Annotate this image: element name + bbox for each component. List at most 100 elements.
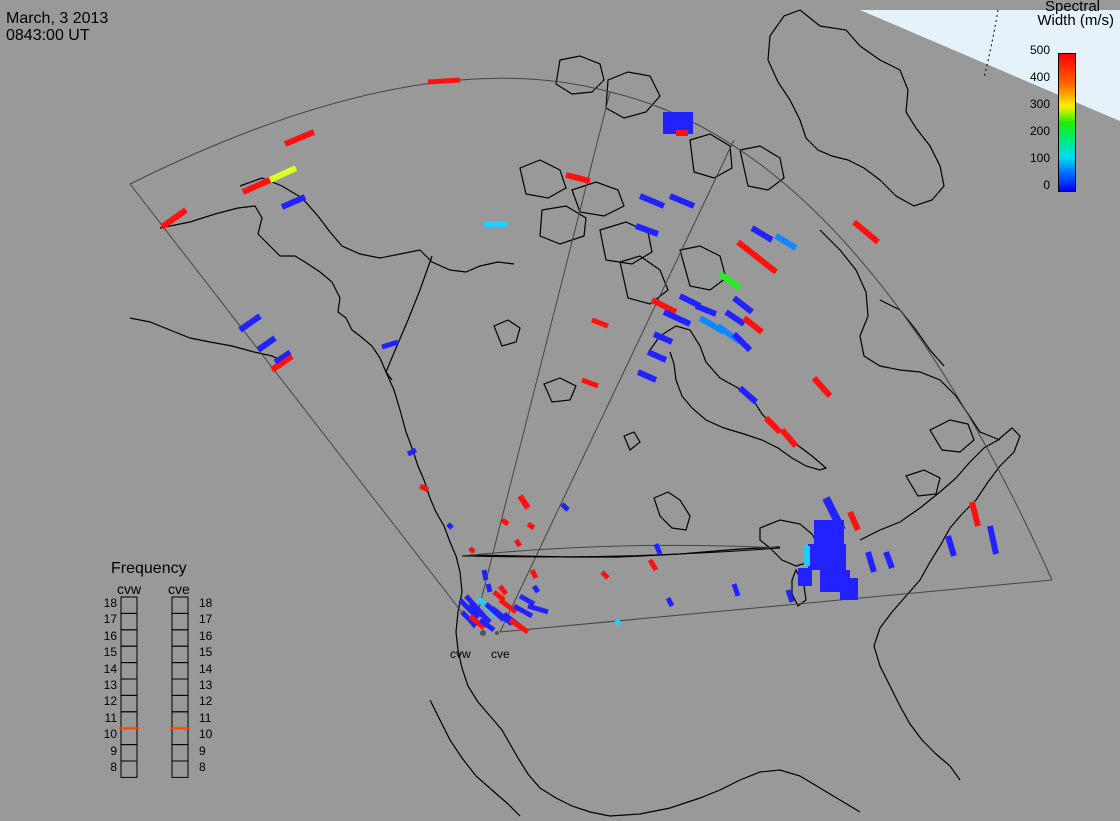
- echo-cell: [779, 428, 799, 448]
- frequency-box: [120, 645, 138, 664]
- echo-cell: [969, 501, 981, 527]
- echo-cell: [663, 112, 693, 134]
- frequency-box: [171, 727, 189, 746]
- echo-cell: [668, 193, 696, 209]
- frequency-scale-label: 11: [104, 710, 117, 725]
- echo-cell: [485, 583, 493, 593]
- echo-cell: [517, 494, 531, 510]
- colorbar-tick: 300: [1029, 97, 1050, 111]
- polar-boundary: [983, 9, 999, 79]
- colorbar-tick: 200: [1029, 124, 1050, 138]
- site-label-cvw: cvw: [450, 647, 471, 661]
- echo-cell: [268, 165, 298, 183]
- frequency-box: [120, 629, 138, 647]
- frequency-box: [171, 711, 189, 729]
- echo-cell: [774, 233, 798, 251]
- echo-cell: [731, 583, 741, 597]
- echo-cell: [468, 602, 492, 624]
- echo-cell: [662, 309, 692, 327]
- frequency-scale-label: 9: [199, 743, 206, 758]
- echo-cell: [270, 353, 294, 373]
- echo-cell: [738, 385, 758, 405]
- echo-cell: [160, 207, 188, 230]
- echo-cell: [814, 520, 844, 546]
- site-label-cve: cve: [491, 647, 510, 661]
- echo-cell: [531, 584, 541, 594]
- coastlines: [129, 9, 1021, 817]
- echo-cell: [581, 377, 599, 389]
- echo-cell: [636, 369, 658, 383]
- frequency-box: [120, 612, 138, 631]
- radar-echoes: [160, 77, 999, 635]
- echo-cell: [256, 335, 277, 353]
- echo-cell: [500, 517, 510, 527]
- echo-cell: [490, 606, 514, 626]
- echo-cell: [724, 309, 746, 327]
- frequency-scale-label: 13: [103, 678, 117, 692]
- frequency-box: [120, 711, 138, 729]
- colorbar-tick: 400: [1029, 70, 1050, 84]
- frequency-scale-label: 14: [103, 661, 117, 676]
- echo-cell: [646, 349, 668, 363]
- time-label: 0843:00 UT: [6, 27, 90, 44]
- echo-cell: [481, 569, 489, 581]
- echo-cell: [883, 550, 895, 570]
- colorbar-tick: 500: [1029, 43, 1050, 57]
- echo-cell: [638, 193, 666, 209]
- frequency-scale-label: 16: [103, 628, 117, 643]
- frequency-box: [171, 678, 189, 696]
- frequency-scale-label: 12: [103, 694, 117, 709]
- echo-cell: [694, 303, 718, 317]
- colorbar: [1058, 53, 1076, 192]
- echo-cell: [804, 546, 810, 566]
- echo-cell: [381, 339, 399, 350]
- frequency-scale-label: 10: [103, 727, 117, 742]
- echo-cell: [460, 610, 478, 628]
- echo-cell: [518, 593, 536, 607]
- frequency-scale-label: 9: [110, 743, 117, 758]
- echo-cell: [418, 483, 430, 493]
- echo-cell: [446, 522, 454, 530]
- echo-cell: [718, 271, 742, 291]
- frequency-box: [171, 645, 189, 664]
- date-label: March, 3 2013: [6, 10, 109, 27]
- echo-cell: [512, 603, 534, 619]
- echo-cell: [945, 535, 957, 557]
- frequency-box: [171, 760, 189, 778]
- frequency-scale-label: 8: [199, 760, 206, 774]
- echo-cell: [763, 415, 783, 435]
- frequency-scale-label: 11: [199, 710, 212, 725]
- echo-cell: [650, 297, 678, 315]
- echo-cell: [283, 129, 316, 147]
- frequency-box: [120, 744, 138, 762]
- echo-cell: [427, 77, 461, 85]
- frequency-box: [120, 727, 138, 746]
- colorbar-tick: 0: [1043, 178, 1050, 192]
- echo-cell: [653, 543, 663, 555]
- echo-cell: [273, 349, 292, 365]
- echo-cell: [808, 544, 846, 570]
- frequency-title: Frequency: [111, 560, 187, 577]
- echo-cell: [742, 315, 764, 335]
- echo-cell: [527, 603, 549, 615]
- frequency-radar-label-cve: cve: [168, 581, 190, 597]
- echo-cell: [847, 510, 861, 532]
- frequency-scale-label: 15: [103, 645, 117, 660]
- echo-cell: [560, 502, 570, 512]
- radar-site-cvw: [480, 630, 486, 636]
- echo-cell: [987, 525, 999, 555]
- echo-cell: [406, 447, 418, 457]
- echo-cell: [750, 225, 774, 243]
- echo-cell: [634, 223, 660, 237]
- echo-cell: [468, 546, 476, 554]
- echo-cell: [241, 177, 272, 195]
- frequency-scale-label: 15: [199, 645, 213, 660]
- frequency-panel: [119, 596, 190, 778]
- echo-cell: [676, 130, 688, 136]
- echo-cell: [513, 538, 523, 548]
- colorbar-tick: 100: [1029, 151, 1050, 165]
- frequency-box: [171, 612, 189, 631]
- echo-cell: [468, 614, 486, 630]
- radar-site-cve: [495, 631, 499, 635]
